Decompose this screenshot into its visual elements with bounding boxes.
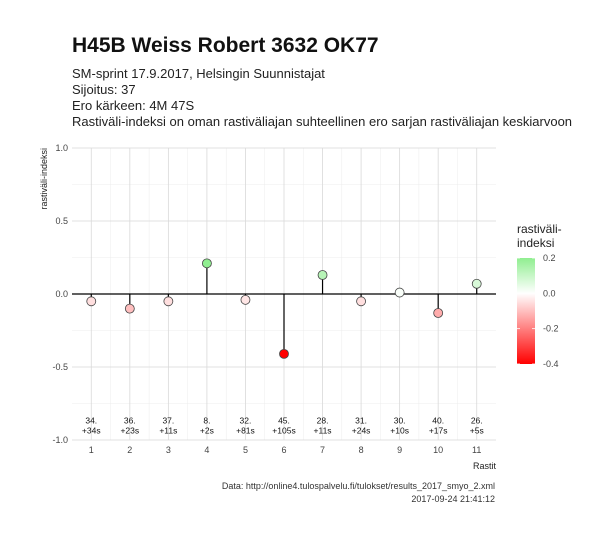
data-point <box>202 258 212 269</box>
data-point <box>124 303 135 314</box>
point-label-rank: 37. <box>162 415 174 425</box>
data-source-caption: Data: http://online4.tulospalvelu.fi/tul… <box>221 481 495 491</box>
x-tick-label: 4 <box>204 445 209 455</box>
subtitle-rank: Sijoitus: 37 <box>72 82 136 97</box>
point-label-gap: +10s <box>390 425 409 435</box>
x-tick-label: 6 <box>281 445 286 455</box>
point-label-gap: +17s <box>429 425 448 435</box>
legend-title: indeksi <box>517 236 554 250</box>
legend-tick-label: 0.0 <box>543 288 556 298</box>
point-labels: 34.+34s36.+23s37.+11s8.+2s32.+81s45.+105… <box>82 415 484 435</box>
y-tick-label: -0.5 <box>52 362 68 372</box>
x-axis-title: Rastit <box>473 461 497 471</box>
data-point <box>163 296 174 307</box>
legend-tick-label: 0.2 <box>543 253 556 263</box>
x-tick-label: 7 <box>320 445 325 455</box>
point-label-rank: 32. <box>240 415 252 425</box>
point-label-gap: +23s <box>120 425 139 435</box>
subtitle-description: Rastiväli-indeksi on oman rastiväliajan … <box>72 114 573 129</box>
point-label-gap: +81s <box>236 425 255 435</box>
x-tick-label: 8 <box>359 445 364 455</box>
point-label-gap: +24s <box>352 425 371 435</box>
point-label-rank: 30. <box>394 415 406 425</box>
x-tick-label: 2 <box>127 445 132 455</box>
legend-colorbar <box>517 258 535 364</box>
legend: rastiväli-indeksi 0.2 0.0 -0.2 -0.4 <box>517 222 562 369</box>
data-point <box>471 278 482 289</box>
data-point <box>240 294 251 305</box>
y-tick-label: 0.5 <box>55 216 68 226</box>
point-label-rank: 26. <box>471 415 483 425</box>
x-tick-label: 9 <box>397 445 402 455</box>
subtitle-gap: Ero kärkeen: 4M 47S <box>72 98 195 113</box>
point-label-rank: 28. <box>317 415 329 425</box>
point-label-rank: 40. <box>432 415 444 425</box>
axes: -1.0 -0.5 0.0 0.5 1.0 1 2 3 4 5 6 7 8 9 10 11 Rastit rast… <box>39 143 496 471</box>
x-tick-label: 11 <box>472 445 481 455</box>
x-tick-label: 3 <box>166 445 171 455</box>
point-label-rank: 8. <box>203 415 210 425</box>
data-point <box>394 287 405 298</box>
x-tick-label: 10 <box>433 445 443 455</box>
point-label-rank: 45. <box>278 415 290 425</box>
data-point <box>356 296 366 307</box>
point-label-gap: +105s <box>272 425 295 435</box>
y-axis-title: rastiväli-indeksi <box>39 148 49 210</box>
data-point <box>317 270 328 280</box>
y-tick-label: 0.0 <box>55 289 68 299</box>
point-label-gap: +11s <box>159 425 177 435</box>
x-tick-label: 1 <box>89 445 94 455</box>
point-label-gap: +2s <box>200 425 214 435</box>
legend-tick-label: -0.4 <box>543 359 559 369</box>
point-label-rank: 36. <box>124 415 136 425</box>
y-tick-label: -1.0 <box>52 435 68 445</box>
point-label-rank: 31. <box>355 415 367 425</box>
point-label-gap: +5s <box>470 425 484 435</box>
point-label-rank: 34. <box>85 415 97 425</box>
legend-tick-label: -0.2 <box>543 324 559 334</box>
y-tick-label: 1.0 <box>55 143 68 153</box>
chart-title: H45B Weiss Robert 3632 OK77 <box>72 34 379 57</box>
x-tick-label: 5 <box>243 445 248 455</box>
legend-title: rastiväli- <box>517 222 562 236</box>
timestamp-caption: 2017-09-24 21:41:12 <box>411 494 495 504</box>
data-point <box>86 296 97 307</box>
point-label-gap: +34s <box>82 425 101 435</box>
point-label-gap: +11s <box>314 425 332 435</box>
points <box>86 258 482 359</box>
data-point <box>433 308 444 318</box>
subtitle-event: SM-sprint 17.9.2017, Helsingin Suunnista… <box>72 66 325 81</box>
data-point <box>279 348 289 359</box>
